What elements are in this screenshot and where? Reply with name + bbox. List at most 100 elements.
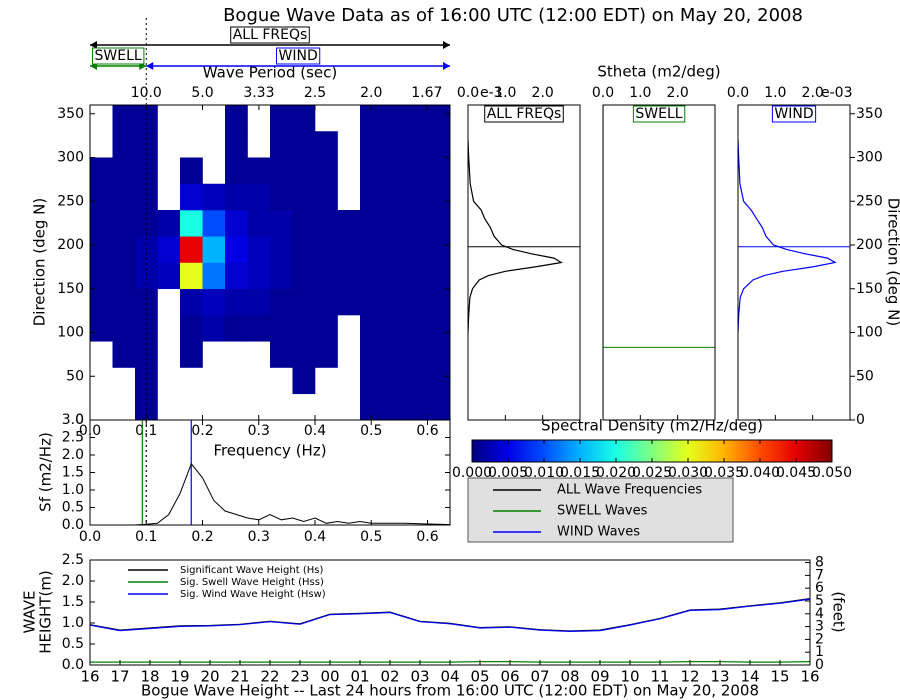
heatmap-cell	[405, 262, 428, 290]
y2-tick-label: 3	[815, 619, 824, 635]
y-tick-label: 0.5	[62, 500, 84, 516]
heatmap-cell	[360, 315, 383, 342]
heatmap-cell	[427, 131, 451, 158]
panel-title-box	[771, 105, 817, 123]
chart-title: Bogue Wave Data as of 16:00 UTC (12:00 E…	[223, 5, 803, 26]
panel-title-group: ALL FREQs	[484, 105, 564, 123]
x-tick-label: 06	[500, 668, 519, 686]
y-tick-label: 1.0	[62, 482, 84, 498]
heatmap-cell	[382, 105, 406, 132]
x-tick-label: 03	[410, 668, 429, 686]
heatmap-cell	[315, 131, 338, 158]
heatmap-cell	[337, 288, 361, 316]
y-tick-label: 0	[856, 412, 865, 428]
heatmap-cell	[405, 131, 428, 158]
offset-label: e-3	[480, 85, 503, 101]
y-tick-label: 2.0	[62, 447, 84, 463]
heatmap-cell	[112, 183, 136, 211]
y-tick-label: 0	[75, 412, 84, 428]
legend-label: ALL Wave Frequencies	[557, 483, 702, 498]
heatmap-cell	[427, 210, 451, 237]
panel-title: ALL FREQs	[487, 106, 562, 122]
heatmap-cell	[382, 183, 406, 211]
legend-label: Significant Wave Height (Hs)	[180, 565, 323, 576]
heatmap-cell	[405, 236, 428, 263]
arrow-head	[90, 41, 97, 49]
x-tick-label: 0.0	[727, 85, 749, 101]
x2-tick-label: 1.67	[411, 85, 442, 101]
heatmap-cell	[270, 288, 293, 316]
x-tick-label: 07	[530, 668, 549, 686]
panel-title-group: SWELL	[632, 105, 686, 123]
legend-label: Sig. Swell Wave Height (Hss)	[180, 577, 324, 588]
y-tick-label: 1.5	[62, 594, 84, 610]
y-tick-label: 150	[57, 281, 84, 297]
x-tick-label: 0.2	[191, 529, 213, 545]
x-tick-label: 08	[560, 668, 579, 686]
heatmap-cell	[382, 262, 406, 290]
band-label-box	[92, 47, 145, 65]
x-tick-label: 0.4	[304, 423, 326, 439]
x-tick-label: 2.0	[667, 85, 689, 101]
heatmap-cell	[112, 315, 136, 342]
band-label-box	[230, 26, 310, 44]
colorbar-tick-label: 0.015	[560, 465, 600, 481]
heatmap-cell	[315, 157, 338, 185]
y2-tick-label: 0	[815, 657, 824, 673]
x-tick-label: 0.6	[416, 423, 438, 439]
heatmap-cell	[180, 315, 203, 342]
heatmap-cell	[112, 105, 136, 132]
heatmap-cell	[427, 262, 451, 290]
heatmap-cell	[180, 210, 203, 237]
y-tick-label: 350	[57, 106, 84, 122]
heatmap-cell	[270, 262, 293, 290]
y-tick-label: 200	[856, 237, 883, 253]
colorbar-tick-label: 0.010	[524, 465, 564, 481]
x-tick-label: 17	[110, 668, 129, 686]
y-axis-label: HEIGHT(m)	[37, 570, 55, 654]
heatmap-cell	[90, 262, 113, 290]
colorbar-tick-label: 0.045	[776, 465, 816, 481]
heatmap-cell	[157, 210, 181, 237]
heatmap-cell	[292, 315, 316, 342]
y-tick-label: 50	[66, 368, 84, 384]
heatmap-cell	[90, 288, 113, 316]
band-label: SWELL	[95, 48, 142, 64]
heatmap-cell	[360, 183, 383, 211]
y2-tick-label: 8	[815, 555, 824, 571]
x-tick-label: 21	[230, 668, 249, 686]
heatmap-cell	[270, 157, 293, 185]
heatmap-cell	[405, 105, 428, 132]
heatmap-cell	[405, 183, 428, 211]
stheta-line	[468, 139, 564, 333]
x2-axis-label: Wave Period (sec)	[203, 64, 337, 82]
colorbar-label: Spectral Density (m2/Hz/deg)	[541, 417, 763, 435]
x-tick-label: 20	[200, 668, 219, 686]
heatmap-cell	[225, 131, 248, 158]
x-tick-label: 16	[800, 668, 819, 686]
heatmap-cell	[135, 157, 158, 185]
heatmap-cell	[360, 341, 383, 368]
x2-tick-label: 2.0	[360, 85, 382, 101]
band-label-group: WIND	[276, 47, 321, 65]
y-tick-label: 150	[856, 281, 883, 297]
heatmap-cell	[292, 236, 316, 263]
x-tick-label: 09	[590, 668, 609, 686]
heatmap-cell	[225, 157, 248, 185]
y-tick-label: 300	[57, 150, 84, 166]
heatmap-cell	[315, 210, 338, 237]
arrow-head	[443, 41, 450, 49]
band-label: ALL FREQs	[233, 27, 308, 43]
x-tick-label: 14	[740, 668, 759, 686]
heatmap-cell	[225, 315, 248, 342]
heatmap-cell	[360, 210, 383, 237]
heatmap-cell	[247, 183, 271, 211]
band-label-box	[276, 47, 321, 65]
y2-tick-label: 2	[815, 631, 824, 647]
y2-tick-label: 5	[815, 593, 824, 609]
heatmap-cell	[135, 262, 158, 290]
y-tick-label: 200	[57, 237, 84, 253]
height-line	[89, 598, 811, 633]
heatmap-cell	[405, 315, 428, 342]
band-label-group: SWELL	[92, 47, 145, 65]
